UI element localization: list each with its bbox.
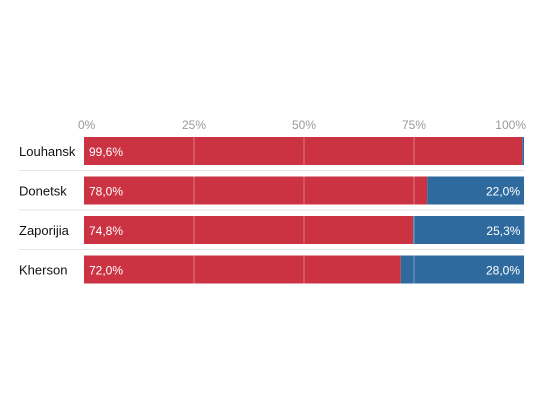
- value-label: 78,0%: [89, 185, 123, 199]
- value-label: 28,0%: [486, 264, 520, 278]
- grid-lines: [193, 133, 415, 284]
- x-axis-ticks: 0% 25% 50% 75% 100%: [78, 118, 526, 132]
- bar-segment: [400, 255, 524, 284]
- bar-segment: [84, 255, 401, 284]
- value-label: 99,6%: [89, 145, 123, 159]
- x-tick-label: 100%: [495, 118, 526, 132]
- bar-segment: [84, 216, 414, 244]
- bar-segment: [427, 176, 524, 205]
- data-labels: Louhansk 99,6% Donetsk 78,0% 22,0% Zaporijia 7…: [19, 144, 521, 278]
- value-label: 74,8%: [89, 224, 123, 238]
- value-label: 22,0%: [486, 185, 520, 199]
- category-label: Louhansk: [19, 144, 76, 159]
- x-tick-label: 0%: [78, 118, 96, 132]
- category-label: Kherson: [19, 263, 67, 278]
- x-tick-label: 75%: [402, 118, 426, 132]
- x-tick-label: 25%: [182, 118, 206, 132]
- value-label: 72,0%: [89, 264, 123, 278]
- bar-segment: [84, 176, 428, 205]
- bar-segment: [413, 216, 525, 244]
- bar-rows: [19, 137, 525, 284]
- x-tick-label: 50%: [292, 118, 316, 132]
- bar-segment: [522, 137, 524, 165]
- bar-segment: [84, 137, 523, 165]
- category-label: Donetsk: [19, 184, 67, 199]
- category-label: Zaporijia: [19, 223, 70, 238]
- value-label: 25,3%: [486, 224, 520, 238]
